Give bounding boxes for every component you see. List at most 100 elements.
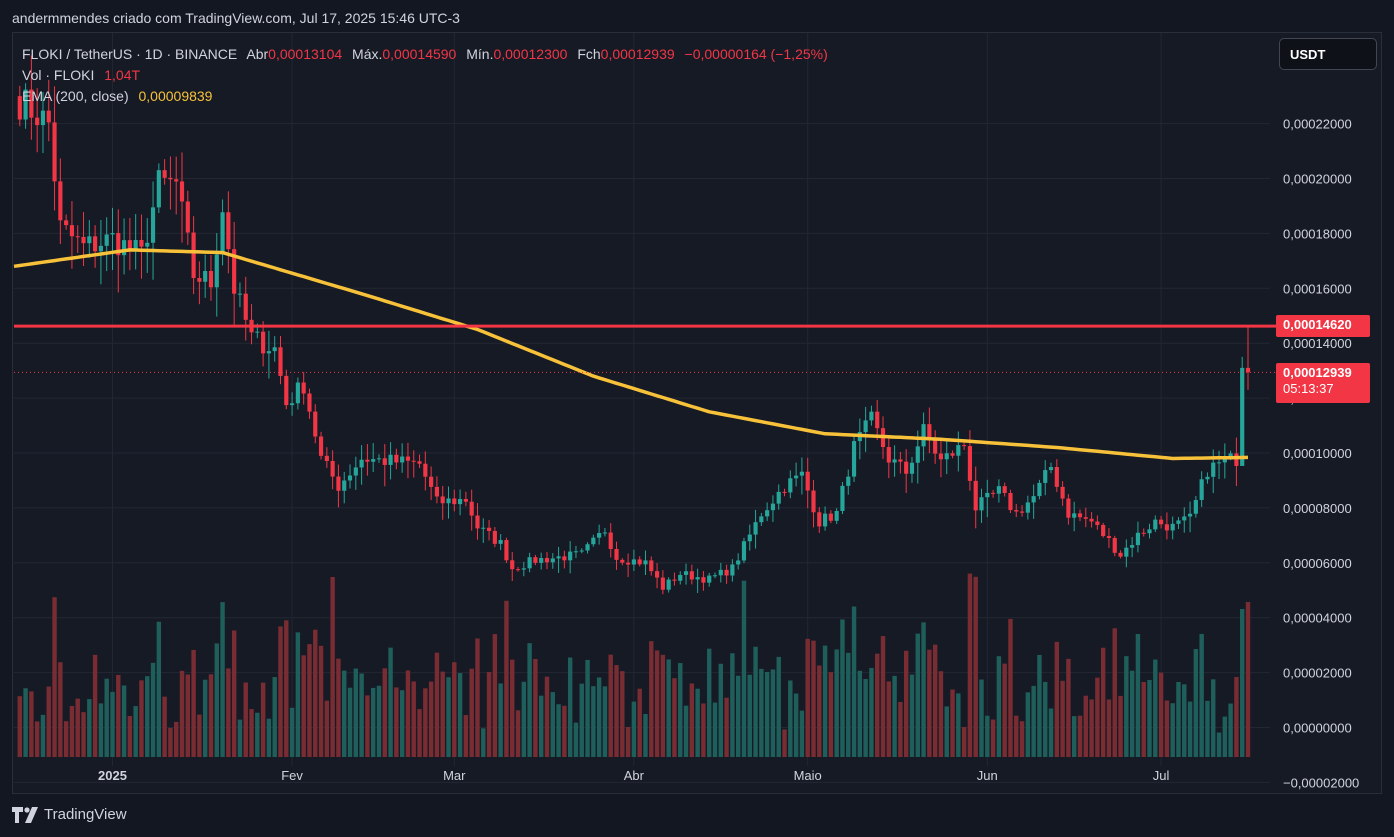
volume-bar: [1083, 695, 1088, 757]
candle-body: [568, 551, 573, 561]
footer-brand-label: TradingView: [44, 806, 127, 823]
candle-body: [973, 480, 978, 511]
volume-bar: [1025, 692, 1031, 757]
volume-bar: [1048, 708, 1054, 757]
candle-body: [440, 496, 445, 504]
bar-countdown: 05:13:37: [1283, 381, 1334, 397]
candle-body: [527, 557, 532, 569]
volume-bar: [996, 656, 1002, 757]
candle-body: [805, 471, 810, 491]
volume-bar: [741, 580, 747, 757]
volume-bar: [1158, 672, 1164, 757]
candle-body: [446, 498, 451, 504]
candle-body: [434, 486, 440, 497]
candle-body: [359, 459, 364, 468]
volume-bar: [846, 652, 851, 757]
legend-symbol[interactable]: FLOKI / TetherUS · 1D · BINANCE: [22, 46, 238, 62]
candle-body: [1066, 498, 1071, 518]
volume-bar: [776, 656, 781, 757]
volume-bar: [938, 671, 944, 757]
candle-body: [458, 499, 463, 505]
volume-bar: [521, 681, 527, 757]
candle-body: [730, 564, 735, 576]
candle-body: [1101, 524, 1106, 537]
volume-bar: [799, 710, 805, 757]
candle-body: [1089, 518, 1094, 522]
volume-bar: [1043, 681, 1048, 757]
candle-body: [46, 110, 51, 123]
legend-ema-row[interactable]: EMA (200, close) 0,00009839: [22, 86, 828, 107]
volume-bar: [411, 681, 416, 757]
candle-body: [782, 491, 787, 493]
footer-brand[interactable]: TradingView: [12, 806, 127, 823]
volume-bar: [625, 726, 631, 757]
candle-body: [208, 271, 214, 288]
candle-body: [1205, 476, 1210, 480]
volume-bar: [162, 696, 167, 757]
candle-body: [672, 579, 677, 581]
volume-bar: [1118, 695, 1123, 757]
candle-body: [1002, 486, 1007, 493]
volume-bar: [782, 729, 787, 757]
legend-ema-value: 0,00009839: [138, 88, 213, 104]
candle-body: [272, 347, 277, 352]
candle-body: [214, 254, 219, 288]
candle-body: [695, 577, 700, 580]
candle-body: [1031, 496, 1036, 503]
candle-body: [492, 530, 497, 544]
volume-bar: [944, 706, 949, 757]
volume-bar: [788, 680, 793, 757]
candle-body: [631, 559, 636, 565]
volume-bar: [840, 619, 845, 757]
volume-bar: [347, 687, 353, 757]
volume-bar: [533, 658, 538, 757]
candle-body: [486, 527, 492, 531]
volume-bar: [168, 727, 173, 757]
candle-body: [1228, 453, 1233, 458]
candle-body: [150, 207, 156, 243]
candle-body: [886, 447, 891, 463]
candle-body: [35, 117, 40, 126]
candle-body: [927, 424, 932, 441]
candle-body: [174, 179, 179, 182]
volume-bar: [87, 699, 92, 757]
candle-body: [909, 462, 915, 474]
candle-body: [191, 232, 196, 279]
volume-bar: [1141, 681, 1146, 757]
volume-bar: [237, 719, 243, 757]
candle-body: [678, 574, 683, 581]
volume-bar: [370, 687, 376, 757]
candle-body: [521, 568, 526, 570]
candle-body: [52, 122, 57, 182]
candle-body: [626, 562, 631, 565]
volume-bar: [81, 712, 86, 757]
candle-body: [261, 331, 266, 354]
candle-body: [121, 240, 127, 256]
resistance-price-value: 0,00014620: [1283, 317, 1352, 333]
legend-volume-row[interactable]: Vol · FLOKI 1,04T: [22, 65, 828, 86]
volume-bar: [463, 715, 469, 757]
volume-bar: [1112, 628, 1117, 757]
volume-bar: [1037, 654, 1042, 757]
candle-body: [701, 577, 706, 583]
candle-body: [429, 476, 434, 487]
candle-body: [510, 560, 515, 570]
legend-ema-label: EMA (200, close): [22, 88, 129, 104]
volume-bar: [695, 688, 700, 757]
legend-open-label: Abr: [246, 46, 269, 62]
volume-bar: [689, 683, 695, 757]
candle-body: [98, 245, 103, 252]
volume-bar: [927, 649, 932, 757]
volume-bar: [712, 702, 718, 757]
volume-bar: [562, 705, 567, 757]
candle-body: [1025, 502, 1030, 513]
candle-body: [1037, 482, 1042, 497]
volume-bar: [631, 701, 637, 757]
currency-selector-button[interactable]: USDT: [1279, 38, 1377, 70]
volume-bar: [388, 647, 393, 757]
legend-ohlc-row: FLOKI / TetherUS · 1D · BINANCE Abr0,000…: [22, 44, 828, 65]
volume-bar: [492, 634, 498, 757]
candle-body: [417, 461, 422, 464]
volume-bar: [649, 641, 654, 757]
